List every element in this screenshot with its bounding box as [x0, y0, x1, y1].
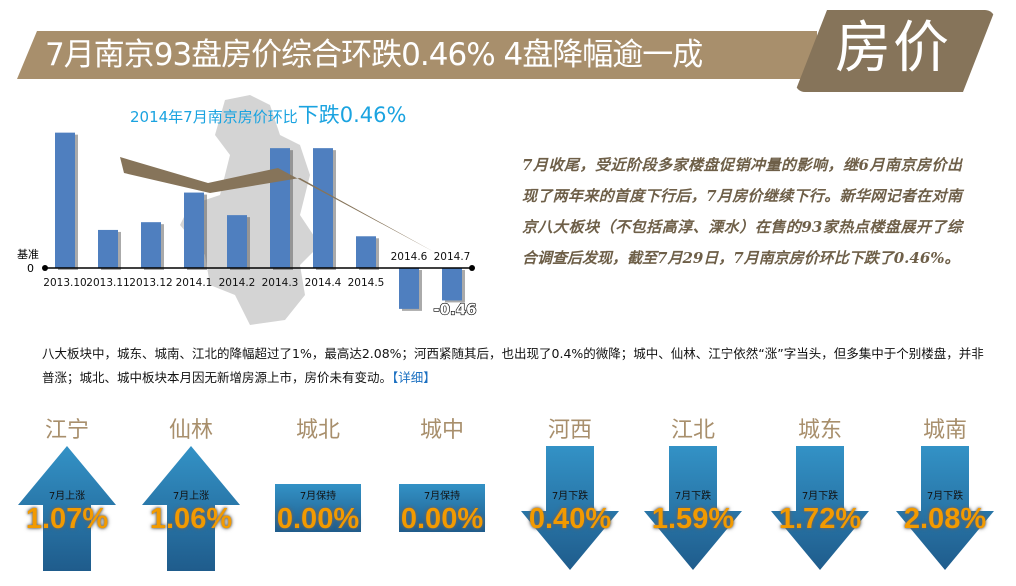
tick-label: 2014.2 [219, 277, 256, 289]
district-down: 河西 7月下跌 0.40% [510, 412, 630, 582]
tick-label: 2014.1 [176, 277, 213, 289]
trend-label: 7月下跌 [801, 491, 839, 502]
district-down: 城东 7月下跌 1.72% [760, 412, 880, 582]
details-link[interactable]: 【详细】 [392, 370, 436, 385]
flat-bar-icon [399, 484, 485, 532]
percent-value: 2.08% [903, 503, 987, 535]
bar-2013.12 [141, 222, 161, 268]
district-name: 城中 [419, 418, 464, 443]
district-flat: 城中 7月保持 0.00% [382, 412, 502, 582]
district-name: 城南 [922, 418, 967, 443]
district-name: 仙林 [168, 418, 213, 443]
arrow-down-icon [771, 446, 869, 570]
trend-label: 7月上涨 [172, 491, 210, 502]
header-bar [17, 31, 817, 79]
tick-label: 2014.5 [348, 277, 385, 289]
axis-end-dot [469, 265, 475, 271]
percent-value: 0.00% [276, 503, 360, 535]
bar-2013.10 [55, 132, 75, 268]
category-tab [795, 10, 995, 92]
district-up: 仙林 7月上涨 1.06% [131, 412, 251, 582]
tick-label: 2014.4 [305, 277, 342, 289]
trend-ribbon [120, 157, 436, 253]
district-name: 江宁 [44, 418, 89, 443]
district-name: 河西 [547, 418, 592, 443]
arrow-down-icon [896, 446, 994, 570]
summary-body: 八大板块中，城东、城南、江北的降幅超过了1%，最高达2.08%；河西紧随其后，也… [42, 346, 984, 385]
intro-paragraph: 7月收尾，受近阶段多家楼盘促销冲量的影响，继6月南京房价出现了两年来的首度下行后… [522, 156, 962, 267]
bar-2014.6 [399, 268, 419, 309]
axis-start-dot [42, 265, 48, 271]
bar-2014.1 [184, 192, 204, 268]
percent-value: 1.06% [149, 503, 233, 535]
price-change-chart: 2014年7月南京房价环比下跌0.46% 基准 0 2013.10 2013.11… [17, 95, 477, 325]
percent-value: 0.40% [528, 503, 612, 535]
tick-label: 2014.7 [434, 251, 471, 263]
tick-label: 2013.11 [86, 277, 129, 289]
flat-bar-icon [275, 484, 361, 532]
district-name: 城东 [797, 418, 842, 443]
arrow-down-icon [521, 446, 619, 570]
bar-2014.2 [227, 215, 247, 268]
tick-label: 2013.12 [129, 277, 172, 289]
bar-2014.7 [442, 268, 462, 301]
zero-label: 0 [27, 262, 34, 275]
baseline-label: 基准 [17, 248, 39, 261]
district-up: 江宁 7月上涨 1.07% [7, 412, 127, 582]
trend-label: 7月上涨 [48, 491, 86, 502]
arrow-up-icon [18, 446, 116, 571]
trend-label: 7月保持 [299, 491, 337, 502]
tick-label: 2014.3 [262, 277, 299, 289]
district-name: 江北 [670, 418, 715, 443]
bar-2014.3 [270, 148, 290, 268]
arrow-down-icon [644, 446, 742, 570]
chart-title-emphasis: 下跌0.46% [298, 103, 407, 127]
trend-label: 7月下跌 [674, 491, 712, 502]
tick-label: 2013.10 [43, 277, 86, 289]
district-down: 城南 7月下跌 2.08% [885, 412, 1005, 582]
category-tab-label: 房价 [835, 16, 951, 81]
trend-label: 7月保持 [423, 491, 461, 502]
percent-value: 1.07% [25, 503, 109, 535]
district-name: 城北 [295, 418, 340, 443]
chart-title: 2014年7月南京房价环比下跌0.46% [130, 103, 406, 127]
percent-value: 0.00% [400, 503, 484, 535]
bar-2014.4 [313, 148, 333, 268]
percent-value: 1.59% [651, 503, 735, 535]
trend-label: 7月下跌 [926, 491, 964, 502]
district-down: 江北 7月下跌 1.59% [633, 412, 753, 582]
trend-label: 7月下跌 [551, 491, 589, 502]
bar-2014.5 [356, 236, 376, 268]
district-flat: 城北 7月保持 0.00% [258, 412, 378, 582]
arrow-up-icon [142, 446, 240, 571]
summary-text: 八大板块中，城东、城南、江北的降幅超过了1%，最高达2.08%；河西紧随其后，也… [42, 342, 992, 390]
page-title: 7月南京93盘房价综合环跌0.46% 4盘降幅逾一成 [45, 37, 703, 73]
bar-2013.11 [98, 229, 118, 268]
data-label: -0.46 [433, 300, 476, 318]
tick-label: 2014.6 [391, 251, 428, 263]
percent-value: 1.72% [778, 503, 862, 535]
